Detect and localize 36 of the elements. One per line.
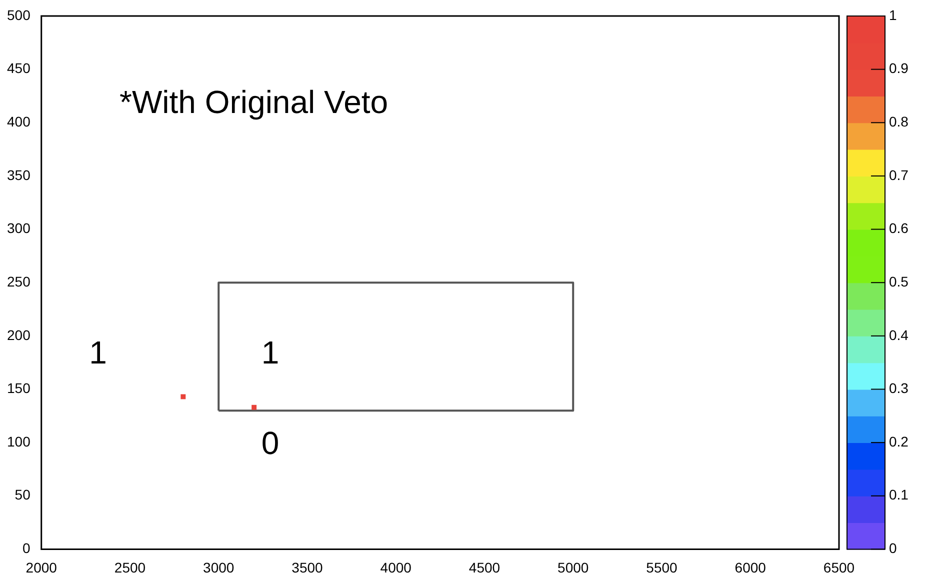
- y-tick-label: 250: [7, 273, 31, 290]
- y-tick-label: 150: [7, 380, 31, 396]
- x-tick-label: 5000: [558, 559, 589, 576]
- color-bar-label: 0.9: [889, 60, 909, 76]
- x-tick-label: 3000: [203, 559, 234, 576]
- y-tick-label: 300: [7, 220, 31, 236]
- color-bar-label: 0.4: [889, 326, 909, 343]
- color-bar-label: 0: [889, 540, 897, 556]
- y-tick-label: 500: [7, 6, 31, 23]
- color-bar-label: 0.7: [889, 166, 909, 183]
- x-tick-label: 6500: [823, 559, 855, 576]
- x-tick-label: 4000: [380, 559, 412, 576]
- y-tick-label: 100: [7, 433, 31, 450]
- annotation: 1: [89, 334, 107, 370]
- color-bar-label: 0.3: [889, 380, 909, 396]
- color-bar-label: 0.1: [889, 486, 909, 503]
- x-tick-label: 5500: [646, 559, 678, 576]
- y-tick-label: 50: [14, 486, 31, 503]
- y-tick-label: 0: [22, 540, 31, 556]
- annotation: *With Original Veto: [120, 84, 388, 120]
- color-bar-label: 1: [889, 6, 897, 23]
- annotation: 1: [261, 334, 280, 370]
- x-tick-label: 2000: [26, 559, 58, 576]
- x-tick-label: 4500: [468, 559, 500, 576]
- annotation: 0: [261, 425, 280, 462]
- color-bar-label: 0.5: [889, 273, 909, 290]
- color-bar-label: 0.8: [889, 114, 909, 130]
- y-tick-label: 350: [7, 166, 31, 183]
- y-tick-label: 200: [7, 326, 31, 343]
- color-bar-label: 0.2: [889, 433, 909, 450]
- x-tick-label: 6000: [734, 559, 766, 576]
- x-tick-label: 3500: [292, 559, 324, 576]
- y-tick-label: 400: [7, 114, 31, 130]
- x-tick-label: 2500: [114, 559, 146, 576]
- y-tick-label: 450: [7, 60, 31, 76]
- color-bar-label: 0.6: [889, 220, 909, 236]
